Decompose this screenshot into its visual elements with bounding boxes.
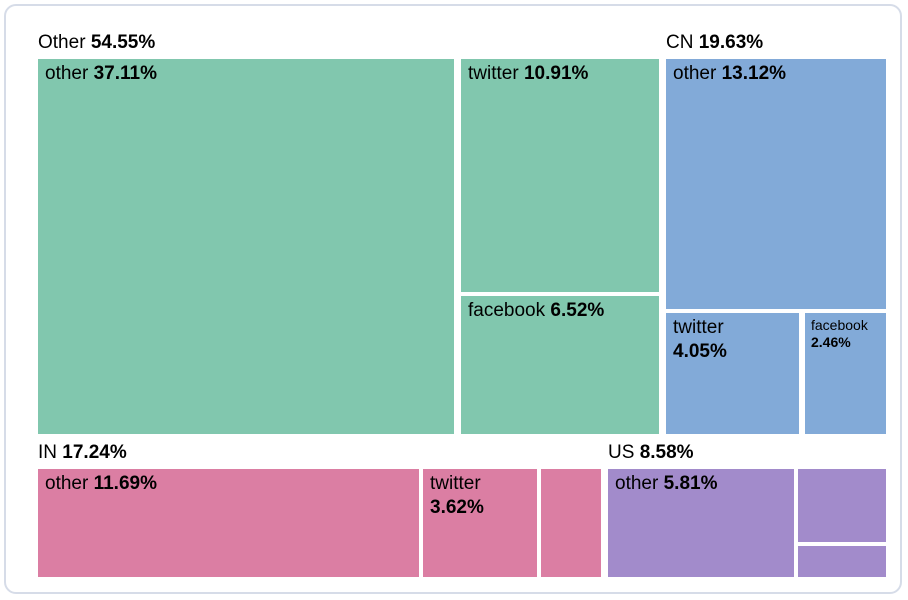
cell-label: twitter 4.05%	[666, 313, 799, 364]
chart-card: Other 54.55% other 37.11% twitter 10.91% fa…	[4, 4, 902, 594]
cell-label: facebook 6.52%	[461, 296, 659, 323]
cell-label: other 5.81%	[608, 469, 794, 496]
cell-name: facebook	[468, 300, 546, 321]
group-name: US	[608, 442, 635, 463]
group-name: IN	[38, 442, 57, 463]
cell-name: twitter	[468, 63, 519, 84]
group-name: Other	[38, 32, 86, 53]
cell-name: twitter	[673, 317, 724, 338]
group-label-us: US 8.58%	[608, 442, 694, 464]
treemap: Other 54.55% other 37.11% twitter 10.91% fa…	[6, 6, 900, 592]
group-value: 54.55%	[90, 32, 156, 53]
group-label-cn: CN 19.63%	[666, 32, 763, 54]
group-value: 19.63%	[698, 32, 764, 53]
treemap-cell-in-unlabeled-2[interactable]	[541, 469, 601, 577]
cell-value: 13.12%	[721, 63, 787, 84]
treemap-cell-other-facebook[interactable]: facebook 6.52%	[461, 296, 659, 434]
cell-name: twitter	[430, 473, 481, 494]
cell-name: other	[615, 473, 659, 494]
cell-value: 10.91%	[523, 63, 589, 84]
cell-name: other	[673, 63, 717, 84]
cell-label: twitter 3.62%	[423, 469, 537, 520]
cell-label: other 13.12%	[666, 59, 886, 86]
cell-label: other 11.69%	[38, 469, 419, 496]
cell-name: other	[45, 473, 89, 494]
cell-value: 37.11%	[93, 63, 157, 84]
cell-label: other 37.11%	[38, 59, 454, 86]
treemap-cell-us-other[interactable]: other 5.81%	[608, 469, 794, 577]
group-label-in: IN 17.24%	[38, 442, 127, 464]
treemap-cell-other-other[interactable]: other 37.11%	[38, 59, 454, 434]
treemap-cell-in-twitter[interactable]: twitter 3.62%	[423, 469, 537, 577]
cell-value: 2.46%	[811, 334, 851, 350]
treemap-cell-cn-facebook[interactable]: facebook 2.46%	[805, 313, 886, 434]
treemap-cell-in-other[interactable]: other 11.69%	[38, 469, 419, 577]
cell-value: 5.81%	[663, 473, 718, 494]
group-label-other: Other 54.55%	[38, 32, 155, 54]
cell-name: other	[45, 63, 89, 84]
cell-value: 6.52%	[550, 300, 605, 321]
cell-name: facebook	[811, 317, 868, 333]
cell-label: facebook 2.46%	[805, 313, 886, 351]
treemap-cell-us-unlabeled-1[interactable]	[798, 469, 886, 542]
treemap-cell-us-unlabeled-2[interactable]	[798, 546, 886, 577]
treemap-cell-other-twitter[interactable]: twitter 10.91%	[461, 59, 659, 292]
group-name: CN	[666, 32, 694, 53]
cell-value: 4.05%	[673, 341, 727, 362]
treemap-cell-cn-other[interactable]: other 13.12%	[666, 59, 886, 309]
cell-label: twitter 10.91%	[461, 59, 659, 86]
treemap-cell-cn-twitter[interactable]: twitter 4.05%	[666, 313, 799, 434]
group-value: 8.58%	[639, 442, 694, 463]
cell-value: 3.62%	[430, 497, 484, 518]
group-value: 17.24%	[62, 442, 127, 463]
cell-value: 11.69%	[93, 473, 157, 494]
